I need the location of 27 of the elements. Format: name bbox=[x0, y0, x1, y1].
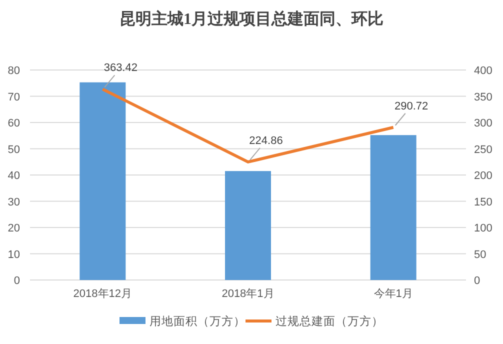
data-label: 290.72 bbox=[394, 100, 428, 112]
title: 昆明主城1月过规项目总建面同、环比 bbox=[120, 11, 384, 28]
y-tick-label: 80 bbox=[8, 65, 20, 77]
x-tick-label: 2018年12月 bbox=[73, 288, 132, 300]
y2-tick-label: 50 bbox=[474, 248, 486, 261]
y2-tick-label: 250 bbox=[474, 144, 492, 156]
y2-tick-label: 150 bbox=[474, 196, 492, 208]
data-label: 363.42 bbox=[104, 62, 138, 74]
y2-tick-label: 400 bbox=[474, 65, 492, 77]
y-tick-label: 30 bbox=[8, 196, 20, 208]
x-tick-label: 今年1月 bbox=[374, 288, 413, 300]
y2-tick-label: 350 bbox=[474, 91, 492, 104]
legend-label: 过规总建面（万方） bbox=[276, 314, 384, 328]
y2-tick-label: 200 bbox=[474, 170, 492, 182]
y2-tick-label: 0 bbox=[474, 275, 480, 287]
y-tick-label: 10 bbox=[8, 248, 20, 261]
y-tick-label: 20 bbox=[8, 222, 20, 234]
y-tick-label: 70 bbox=[8, 91, 20, 104]
y-tick-label: 50 bbox=[8, 144, 20, 156]
y-tick-label: 40 bbox=[8, 170, 20, 182]
y-tick-label: 0 bbox=[14, 275, 20, 287]
y-tick-label: 60 bbox=[8, 118, 20, 130]
legend-label: 用地面积（万方） bbox=[150, 314, 246, 328]
y2-tick-label: 300 bbox=[474, 118, 492, 130]
data-label: 224.86 bbox=[249, 134, 283, 147]
y2-tick-label: 100 bbox=[474, 222, 492, 234]
x-tick-label: 2018年1月 bbox=[222, 288, 274, 300]
